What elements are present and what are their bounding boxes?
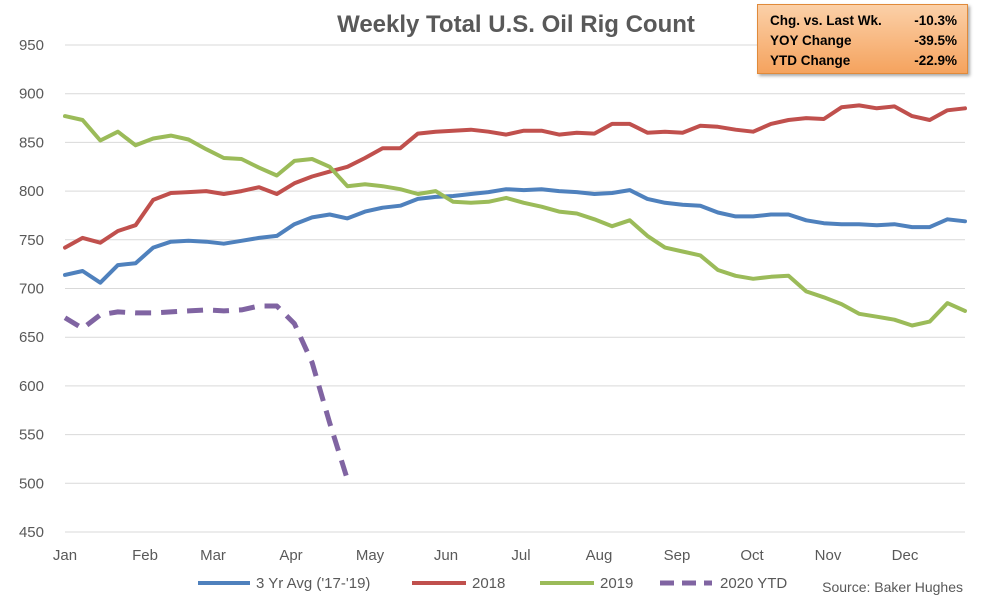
x-tick-label: Dec — [892, 547, 919, 564]
series-line-2020-ytd — [63, 303, 350, 481]
stats-label: Chg. vs. Last Wk. — [770, 13, 882, 28]
y-tick-label: 600 — [19, 378, 44, 395]
series-lines — [63, 103, 967, 481]
series-line-2019 — [63, 114, 967, 328]
series-line-3-yr-avg-17-19- — [63, 187, 967, 285]
y-tick-label: 850 — [19, 134, 44, 151]
y-tick-label: 450 — [19, 524, 44, 541]
x-tick-label: Mar — [200, 547, 226, 564]
legend-label: 2018 — [472, 575, 505, 592]
y-tick-label: 650 — [19, 329, 44, 346]
stats-value: -39.5% — [914, 33, 957, 48]
stats-label: YTD Change — [770, 53, 851, 68]
x-tick-label: Oct — [740, 547, 764, 564]
y-tick-label: 700 — [19, 281, 44, 298]
x-tick-label: Aug — [586, 547, 613, 564]
x-tick-label: Sep — [664, 547, 691, 564]
y-tick-label: 750 — [19, 232, 44, 249]
chart-title: Weekly Total U.S. Oil Rig Count — [337, 11, 695, 38]
stats-label: YOY Change — [770, 33, 852, 48]
stats-row-ytd: YTD Change -22.9% — [770, 51, 957, 71]
x-tick-label: May — [356, 547, 385, 564]
axes: 450 500 550 600 650 700 750 800 850 900 950 Jan Feb M… — [19, 37, 919, 564]
legend-label: 3 Yr Avg ('17-'19) — [256, 575, 370, 592]
x-tick-label: Feb — [132, 547, 158, 564]
series-line-2018 — [63, 103, 967, 250]
x-tick-label: Apr — [279, 547, 302, 564]
y-tick-label: 500 — [19, 475, 44, 492]
stats-row-weekly: Chg. vs. Last Wk. -10.3% — [770, 11, 957, 31]
stats-value: -10.3% — [914, 13, 957, 28]
y-tick-label: 800 — [19, 183, 44, 200]
stats-row-yoy: YOY Change -39.5% — [770, 31, 957, 51]
legend-label: 2019 — [600, 575, 633, 592]
x-tick-label: Jun — [434, 547, 458, 564]
x-tick-label: Jul — [511, 547, 530, 564]
stats-box: Chg. vs. Last Wk. -10.3% YOY Change -39.… — [757, 4, 968, 74]
x-tick-label: Nov — [815, 547, 842, 564]
stats-value: -22.9% — [914, 53, 957, 68]
y-tick-label: 900 — [19, 86, 44, 103]
y-tick-label: 550 — [19, 427, 44, 444]
x-tick-label: Jan — [53, 547, 77, 564]
source-note: Source: Baker Hughes — [822, 579, 963, 595]
gridlines — [65, 44, 965, 533]
y-tick-label: 950 — [19, 37, 44, 54]
legend: 3 Yr Avg ('17-'19) 2018 2019 2020 YTD — [198, 575, 787, 592]
legend-label: 2020 YTD — [720, 575, 787, 592]
